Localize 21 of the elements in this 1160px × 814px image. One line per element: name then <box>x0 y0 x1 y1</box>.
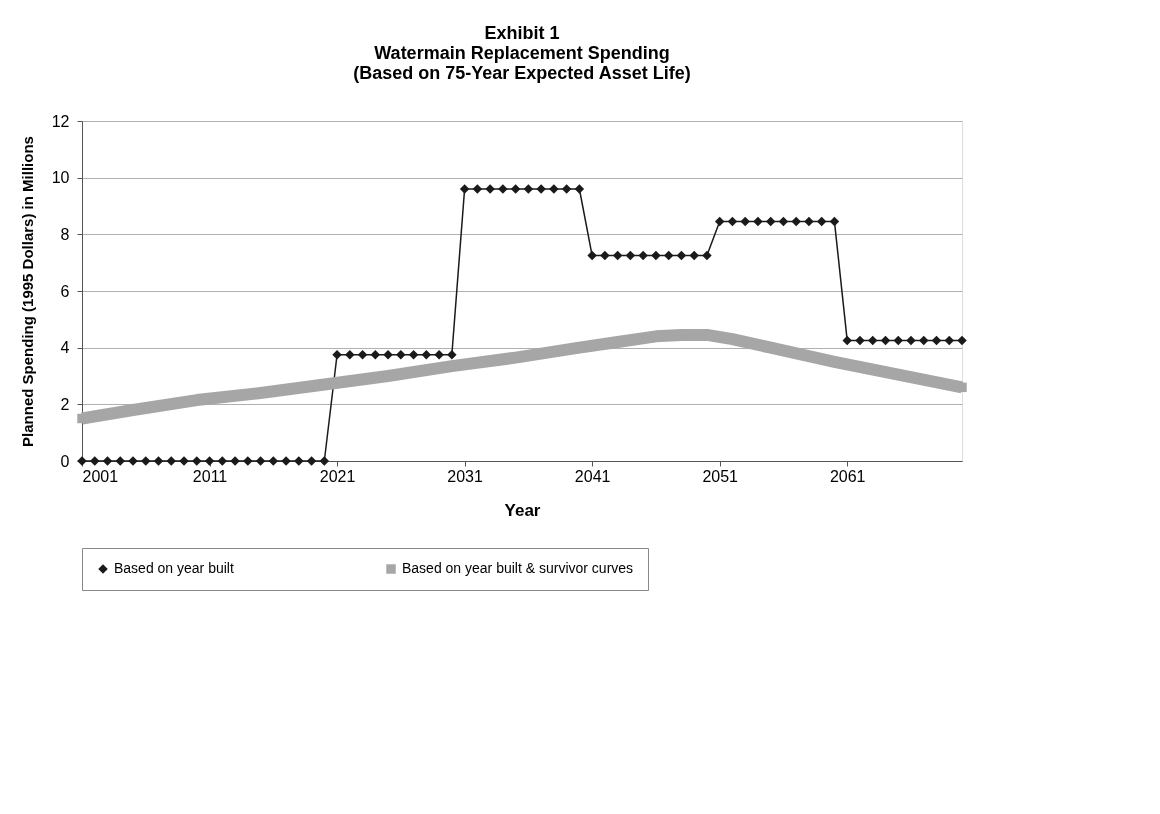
y-tick-label: 10 <box>51 169 70 187</box>
y-tick-label: 12 <box>51 112 70 130</box>
legend-label: Based on year built <box>114 560 234 576</box>
legend-label: Based on year built & survivor curves <box>402 560 634 576</box>
x-tick-label: 2001 <box>82 467 119 485</box>
y-tick-label: 0 <box>60 452 70 470</box>
x-axis-title: Year <box>504 500 541 520</box>
x-tick-label: 2031 <box>447 467 484 485</box>
x-tick-label: 2051 <box>702 467 739 485</box>
y-tick-label: 2 <box>60 395 70 413</box>
text: Watermain Replacement Spending <box>374 43 670 63</box>
x-tick-label: 2041 <box>574 467 611 485</box>
x-tick-label: 2061 <box>829 467 866 485</box>
x-tick-label: 2011 <box>192 467 228 485</box>
y-axis-title: Planned Spending (1995 Dollars) in Millions <box>18 136 36 447</box>
y-tick-label: 6 <box>60 282 70 300</box>
y-tick-label: 4 <box>60 339 70 357</box>
y-tick-label: 8 <box>60 225 70 243</box>
x-tick-label: 2021 <box>319 467 356 485</box>
text: (Based on 75-Year Expected Asset Life) <box>353 63 691 83</box>
text: Exhibit 1 <box>484 23 560 43</box>
